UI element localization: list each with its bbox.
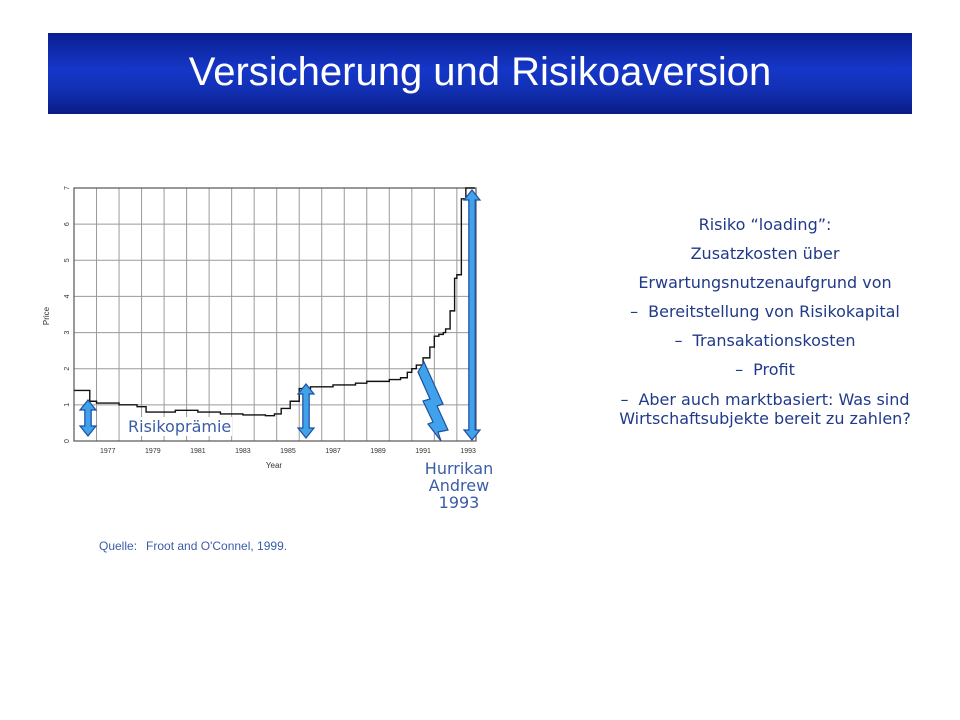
panel-line: Zusatzkosten über bbox=[690, 244, 840, 263]
source-citation: Quelle: Froot and O'Connel, 1999. bbox=[99, 539, 287, 553]
y-tick-label: 3 bbox=[64, 331, 71, 335]
hurricane-line-2: Andrew bbox=[428, 476, 490, 495]
bullet-text: Aber auch marktbasiert: Was sind Wirtsch… bbox=[619, 390, 911, 428]
y-tick-label: 4 bbox=[64, 294, 71, 298]
plot-frame bbox=[73, 187, 477, 442]
source-text: Froot and O'Connel, 1999. bbox=[146, 539, 288, 553]
price-series-line bbox=[74, 187, 475, 417]
x-tick-label: 1989 bbox=[370, 448, 386, 455]
bullet-text: Transakationskosten bbox=[692, 331, 856, 350]
title-bar: Versicherung und Risikoaversion bbox=[48, 33, 912, 114]
source-label: Quelle: bbox=[99, 539, 138, 553]
panel-bullet: – Profit bbox=[590, 355, 940, 384]
hurricane-label: Hurrikan Andrew 1993 bbox=[423, 460, 495, 511]
x-tick-label: 1981 bbox=[190, 448, 206, 455]
y-tick-label: 0 bbox=[64, 439, 71, 443]
hurricane-line-1: Hurrikan bbox=[424, 459, 494, 478]
x-tick-label: 1979 bbox=[145, 448, 161, 455]
bullet-dash: – bbox=[620, 390, 629, 409]
panel-bullet: – Bereitstellung von Risikokapital bbox=[590, 297, 940, 326]
slide-title: Versicherung und Risikoaversion bbox=[188, 50, 772, 94]
bullet-text: Bereitstellung von Risikokapital bbox=[648, 302, 900, 321]
x-axis-label: Year bbox=[266, 461, 283, 470]
panel-line: Erwartungsnutzenaufgrund von bbox=[638, 273, 892, 292]
panel-line: Risiko “loading”: bbox=[698, 215, 832, 234]
bullet-dash: – bbox=[735, 360, 744, 379]
risk-premium-label: Risikoprämie bbox=[127, 417, 233, 436]
risk-premium-arrow-middle bbox=[296, 383, 316, 439]
chart-grid bbox=[73, 187, 476, 442]
bullet-text: Profit bbox=[753, 360, 795, 379]
y-tick-label: 2 bbox=[64, 367, 71, 371]
y-tick-label: 1 bbox=[64, 403, 71, 407]
bullet-dash: – bbox=[630, 302, 639, 321]
x-tick-label: 1977 bbox=[100, 448, 116, 455]
risk-premium-arrow-left bbox=[78, 399, 98, 437]
y-tick-label: 6 bbox=[64, 222, 71, 226]
x-tick-label: 1993 bbox=[460, 448, 476, 455]
lightning-bolt-icon bbox=[417, 360, 449, 442]
bullet-dash: – bbox=[674, 331, 683, 350]
y-tick-label: 7 bbox=[64, 186, 71, 190]
x-tick-label: 1985 bbox=[280, 448, 296, 455]
y-tick-label: 5 bbox=[64, 258, 71, 262]
panel-bullet: – Aber auch marktbasiert: Was sind Wirtsc… bbox=[590, 384, 940, 428]
x-tick-label: 1991 bbox=[415, 448, 431, 455]
panel-bullet: – Transakationskosten bbox=[590, 326, 940, 355]
x-tick-label: 1983 bbox=[235, 448, 251, 455]
chart-line bbox=[74, 187, 475, 417]
hurricane-line-3: 1993 bbox=[438, 493, 480, 512]
x-tick-label: 1987 bbox=[325, 448, 341, 455]
annotation-arrows bbox=[78, 189, 482, 442]
explanation-panel: Risiko “loading”: Zusatzkosten über Erwa… bbox=[590, 210, 940, 428]
y-axis-label: Price bbox=[42, 306, 51, 325]
price-range-arrow bbox=[462, 189, 482, 441]
chart-axes: 0 1 2 3 4 5 6 7 Price 1977 1979 1981 1983 1985 1987 198… bbox=[42, 186, 477, 470]
